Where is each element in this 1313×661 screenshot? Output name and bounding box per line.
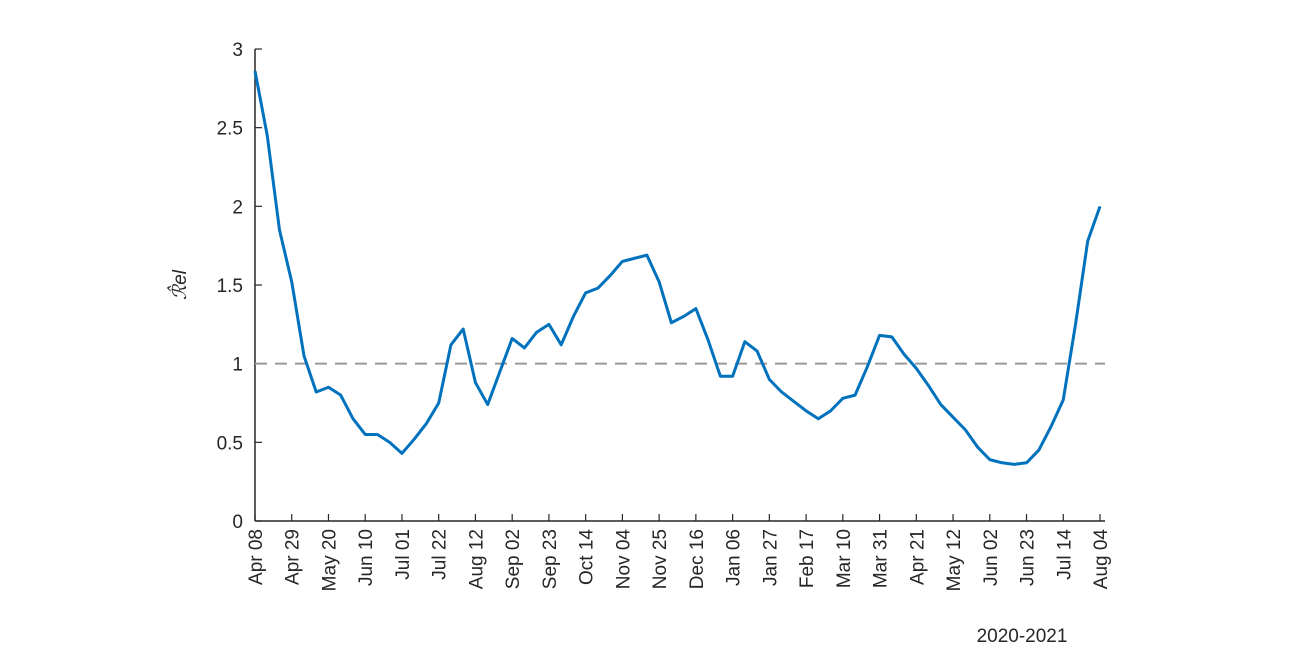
x-tick-label: Apr 21 — [907, 529, 928, 585]
y-axis-label: ℛ̂el — [167, 269, 191, 300]
x-tick-label: May 20 — [319, 529, 340, 591]
x-tick-label: Aug 12 — [466, 529, 487, 589]
x-tick-label: Aug 04 — [1091, 529, 1112, 590]
y-tick-label: 1.5 — [217, 276, 243, 297]
y-tick-label: 2 — [232, 197, 243, 218]
y-tick-label: 1 — [232, 355, 243, 376]
x-tick-label: Dec 16 — [687, 529, 708, 589]
x-tick-label: Nov 04 — [613, 529, 634, 590]
x-tick-label: Feb 17 — [797, 529, 818, 588]
x-tick-label: Nov 25 — [650, 529, 671, 589]
y-tick-label: 3 — [232, 40, 243, 61]
x-tick-label: Mar 31 — [871, 529, 892, 588]
x-tick-label: Jan 27 — [760, 529, 781, 586]
x-tick-label: Jul 14 — [1054, 529, 1075, 580]
y-tick-label: 0.5 — [217, 433, 243, 454]
x-tick-label: Oct 14 — [577, 529, 598, 585]
data-line — [253, 70, 1102, 466]
x-tick-label: Jun 23 — [1018, 529, 1039, 586]
x-tick-label: Jun 10 — [356, 529, 377, 586]
x-tick-label: Apr 08 — [246, 529, 267, 585]
x-tick-label: May 12 — [944, 529, 965, 591]
axis-annotation: 2020-2021 — [977, 626, 1068, 647]
x-tick-label: Sep 23 — [540, 529, 561, 589]
x-tick-label: Jun 02 — [981, 529, 1002, 586]
x-tick-label: Apr 29 — [283, 529, 304, 585]
x-tick-label: Jan 06 — [724, 529, 745, 586]
x-tick-label: Jul 01 — [393, 529, 414, 580]
y-tick-label: 0 — [232, 512, 243, 533]
y-tick-label: 2.5 — [217, 119, 243, 140]
x-tick-label: Mar 10 — [834, 529, 855, 588]
x-tick-label: Jul 22 — [430, 529, 451, 580]
x-tick-label: Sep 02 — [503, 529, 524, 589]
